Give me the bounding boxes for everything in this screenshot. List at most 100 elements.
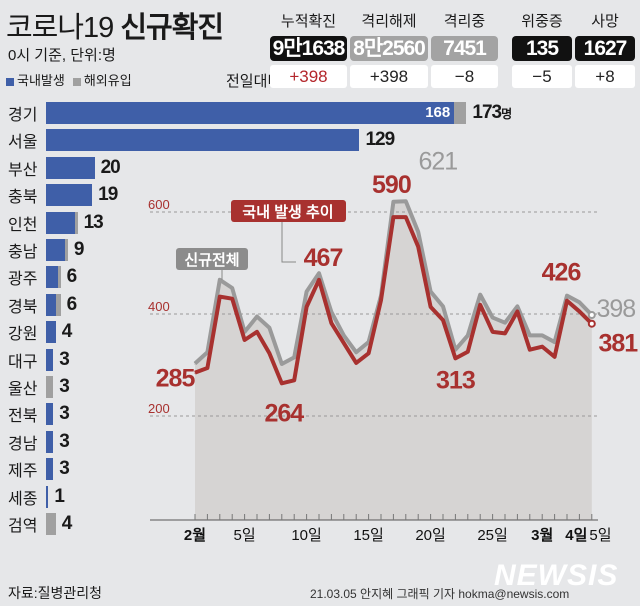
bar-overseas (58, 266, 61, 289)
stat-label: 격리해제 (361, 13, 417, 30)
bar-category: 강원 (8, 326, 38, 344)
stat-label: 격리중 (443, 13, 486, 30)
bar-overseas (75, 211, 78, 234)
bar (46, 211, 78, 234)
bar (46, 458, 54, 481)
bar-category: 광주 (8, 271, 38, 289)
stat-2: 격리중 7451 −8 (431, 11, 498, 88)
stat-value: 7451 (431, 36, 498, 61)
bar-category: 제주 (8, 463, 38, 481)
newsis-logo: NEWSIS (494, 559, 619, 592)
stat-diff: +8 (575, 65, 635, 88)
bar-row: 경북 6 (0, 293, 77, 317)
bar-value: 4 (61, 513, 73, 534)
bar-category: 전북 (8, 408, 38, 426)
x-tick-label: 25일 (477, 527, 508, 544)
bar (46, 485, 49, 508)
bar (46, 403, 54, 426)
subtitle: 0시 기준, 단위:명 (8, 47, 116, 64)
data-label: 590 (372, 171, 411, 199)
bar-value: 1 (54, 485, 65, 507)
x-tick-label: 5일 (234, 527, 256, 544)
bar-value: 129 (365, 129, 395, 151)
bar-row: 경남 3 (0, 430, 70, 454)
bar (46, 430, 54, 453)
bar-category: 세종 (8, 490, 38, 508)
bar-domestic (46, 156, 95, 179)
bar (46, 239, 68, 261)
bar-row: 충북 19 (0, 183, 118, 207)
bar-row: 전북 3 (0, 402, 70, 426)
bar-value: 3 (59, 403, 70, 425)
stat-diff: +398 (350, 65, 428, 88)
bar-domestic (46, 458, 54, 481)
y-tick-label: 600 (148, 197, 170, 212)
bar-overseas (55, 293, 61, 316)
bar-value: 3 (59, 348, 70, 370)
title-main: 코로나19 (6, 12, 114, 44)
bar-category: 경기 (8, 107, 38, 124)
bar-inner-label: 168 (425, 104, 451, 121)
x-tick-label: 4일 (565, 527, 587, 544)
stat-value: 9만1638 (270, 36, 347, 61)
bar-row: 검역 4 (0, 512, 73, 536)
bar-row: 인천 13 (0, 211, 104, 235)
bar-category: 인천 (8, 216, 38, 234)
y-tick-label: 200 (148, 401, 170, 416)
x-tick-label: 10일 (291, 527, 322, 544)
bar-overseas (46, 513, 56, 535)
bar-category: 부산 (8, 161, 38, 179)
x-tick-label: 20일 (415, 527, 446, 544)
series-tag-total (176, 248, 248, 270)
data-point (587, 311, 596, 320)
stat-value: 8만2560 (350, 36, 428, 61)
bar-category: 대구 (8, 353, 38, 371)
stat-3: 위중증 135 −5 (512, 11, 572, 88)
bar-row: 충남 9 (0, 238, 84, 262)
x-tick-label: 2월 (184, 527, 206, 544)
series-tag-domestic-label: 국내 발생 추이 (242, 204, 333, 221)
credit: 21.03.05 안지혜 그래픽 기자 hokma@newsis.com (310, 587, 570, 601)
bar-overseas (65, 239, 68, 261)
bar-domestic (46, 430, 54, 453)
bar-value: 3 (59, 430, 70, 452)
bar-category: 검역 (8, 518, 38, 535)
bar-category: 경남 (8, 435, 38, 453)
stat-label: 누적확진 (280, 13, 337, 30)
stat-value: 1627 (575, 36, 635, 61)
bar (46, 184, 93, 207)
bar-row: 세종 1 (0, 485, 65, 509)
bar (46, 266, 61, 289)
bar-value: 173 (472, 102, 502, 123)
bar-row: 부산 20 (0, 156, 121, 180)
stat-4: 사망 1627 +8 (575, 11, 635, 88)
area-fill (195, 201, 592, 521)
data-point (587, 319, 596, 328)
bar-row: 울산 3 (0, 375, 70, 399)
bar (46, 321, 56, 344)
bar-row: 서울 129 (0, 128, 395, 152)
bar (46, 376, 54, 398)
stat-diff: −8 (431, 65, 498, 88)
legend-swatch (72, 77, 81, 86)
bar (46, 293, 61, 316)
bar (46, 513, 56, 535)
bar-value: 3 (59, 376, 70, 397)
legend-label: 국내발생 (17, 73, 65, 88)
data-label: 381 (598, 330, 638, 358)
x-tick-label: 5일 (589, 527, 611, 544)
x-tick-label: 3월 (531, 527, 553, 544)
source: 자료:질병관리청 (8, 585, 103, 601)
data-label: 426 (542, 259, 581, 287)
stat-value: 135 (512, 36, 572, 61)
leader-line (281, 222, 296, 263)
series-tag-domestic (231, 200, 346, 222)
bar-value: 4 (61, 321, 73, 343)
bar (46, 348, 54, 371)
bar-row: 광주 6 (0, 265, 77, 289)
bar-value: 3 (59, 458, 70, 480)
data-label: 621 (418, 147, 457, 175)
bar-domestic (46, 266, 59, 289)
bar-domestic (46, 293, 56, 316)
series-tag-total-label: 신규전체 (184, 252, 239, 269)
